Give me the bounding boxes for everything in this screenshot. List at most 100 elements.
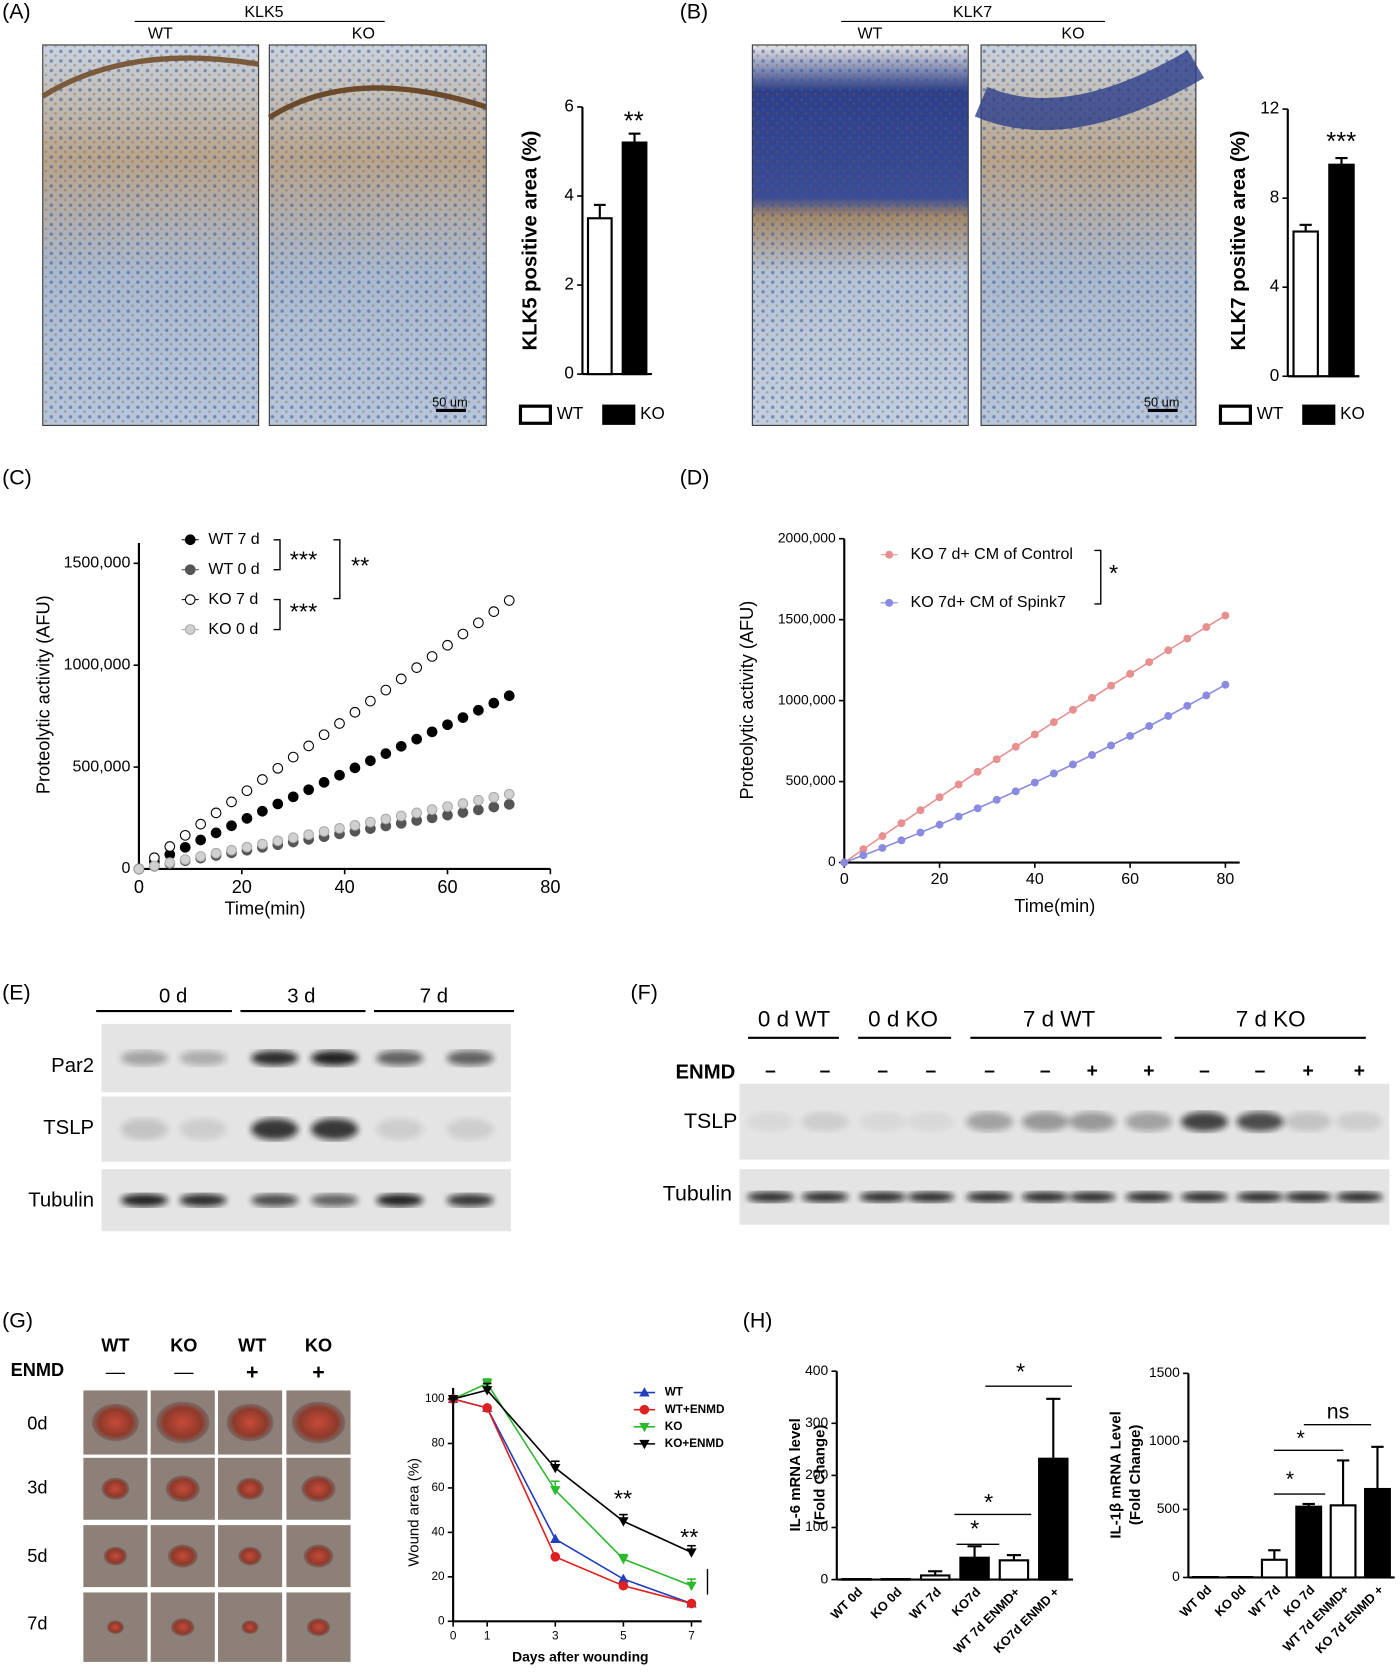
marker (473, 794, 484, 806)
blot-band (859, 1191, 907, 1203)
blot-band (251, 1193, 299, 1207)
legend-label: KO 7 d+ CM of Control (911, 545, 1073, 563)
group-label: KLK7 (953, 3, 992, 21)
treatment-mark: – (1199, 1061, 1210, 1082)
y-tick-label: 80 (432, 1437, 446, 1450)
bar (998, 1559, 1030, 1581)
legend-label: KO 0 d (208, 620, 258, 638)
marker (840, 858, 849, 867)
column-label: 0 d (159, 986, 187, 1008)
y-tick-label: 100 (425, 1392, 445, 1405)
wound (291, 1401, 346, 1444)
series-line (452, 1382, 692, 1587)
marker (164, 841, 176, 852)
legend-label: KO (640, 404, 665, 423)
blot-band (1335, 1191, 1383, 1203)
x-tick-label: 20 (931, 870, 949, 888)
marker (488, 791, 500, 803)
y-axis-label: IL-1β mRNA Level (1108, 1411, 1125, 1538)
marker (334, 769, 345, 781)
marker (550, 1533, 561, 1543)
significance-label: *** (290, 546, 317, 572)
marker (878, 832, 887, 841)
y-tick-label: 300 (805, 1414, 828, 1430)
column-label: KO (170, 1335, 197, 1355)
marker (426, 804, 438, 815)
y-tick-label: 2 (564, 275, 574, 294)
tissue-band (974, 50, 1205, 131)
blot-band (376, 1193, 424, 1207)
marker (241, 813, 253, 824)
marker (992, 755, 1001, 764)
legend-swatch (602, 404, 636, 425)
marker (954, 780, 963, 789)
significance-label: ** (680, 1524, 698, 1550)
marker (303, 740, 314, 752)
marker (426, 651, 438, 662)
marker (318, 776, 330, 788)
marker (503, 799, 515, 810)
marker (550, 1486, 561, 1496)
x-tick-label: WT 7d (1245, 1582, 1283, 1620)
blot-band (446, 1050, 494, 1066)
legend-label: WT (1257, 404, 1284, 423)
treatment-mark: – (925, 1061, 936, 1082)
treatment-mark: + (1143, 1061, 1154, 1082)
marker (503, 690, 515, 702)
marker (226, 820, 237, 832)
wound (167, 1544, 198, 1568)
x-tick-label: WT 0d (827, 1584, 865, 1622)
y-axis-label: (Fold Change) (812, 1425, 829, 1526)
marker (411, 807, 423, 819)
blot-band (120, 1050, 168, 1066)
marker (457, 798, 469, 809)
column-label: 7 d WT (1023, 1007, 1096, 1032)
y-axis-label: Wound area (%) (406, 1458, 423, 1567)
x-tick-label: 80 (540, 877, 560, 897)
marker (210, 807, 222, 819)
marker (503, 788, 515, 800)
marker (482, 1403, 492, 1413)
y-tick-label: 2000,000 (778, 529, 836, 545)
column-label: KO (1061, 25, 1084, 43)
column-label: WT (238, 1335, 266, 1355)
significance-label: ** (624, 108, 644, 136)
bar (586, 217, 613, 376)
y-tick-label: 1000,000 (778, 691, 836, 707)
column-label: 0 d KO (868, 1007, 938, 1032)
bar (841, 1578, 872, 1581)
micrograph-texture (269, 44, 487, 426)
legend-label: KO 7 d (208, 590, 258, 608)
blot-band (747, 1191, 795, 1203)
scale-bar-label: 50 um (432, 394, 468, 409)
row-label: 7d (27, 1613, 47, 1633)
blot-band (376, 1118, 424, 1140)
y-tick-label: 0 (828, 853, 836, 869)
y-axis-label: IL-6 mRNA level (787, 1418, 804, 1531)
bar (1038, 1457, 1069, 1581)
marker (1107, 741, 1116, 750)
marker (897, 836, 906, 845)
marker (639, 1387, 650, 1397)
legend-swatch (518, 404, 552, 425)
marker (179, 854, 191, 865)
marker (639, 1439, 650, 1450)
y-tick-label: 1500,000 (778, 610, 836, 626)
significance-label: * (1286, 1467, 1294, 1491)
legend-swatch (1218, 404, 1252, 425)
marker (179, 829, 191, 841)
blot-band (1180, 1191, 1228, 1203)
marker (184, 534, 196, 546)
column-label: WT (857, 25, 882, 43)
marker (916, 806, 925, 815)
marker (686, 1581, 697, 1592)
bar (959, 1556, 990, 1581)
marker (334, 718, 345, 729)
marker (1164, 712, 1173, 720)
significance-label: ** (351, 553, 369, 579)
blot-band (446, 1118, 494, 1140)
marker (241, 785, 253, 797)
bar (919, 1574, 951, 1581)
y-axis-label: KLK7 positive area (%) (1228, 131, 1250, 351)
x-tick-label: 0 (450, 1629, 457, 1642)
